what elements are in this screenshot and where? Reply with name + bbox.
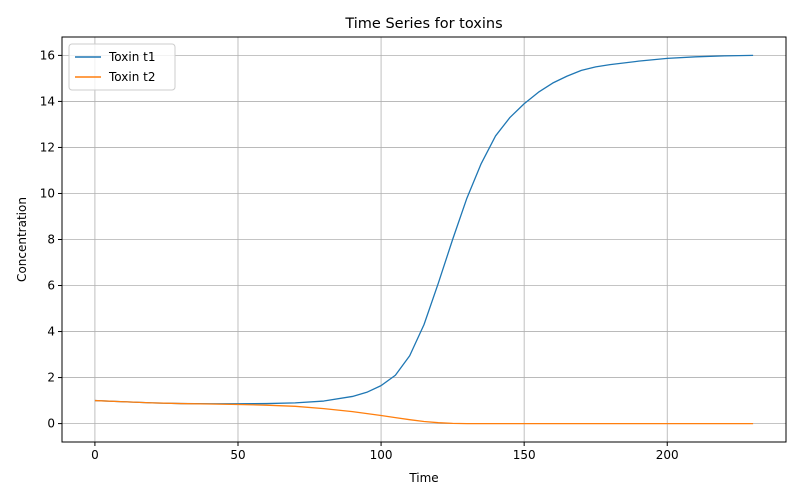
y-tick-label: 6 bbox=[47, 279, 55, 293]
y-tick-label: 0 bbox=[47, 417, 55, 431]
x-tick-label: 0 bbox=[91, 448, 99, 462]
series-line-toxin-t2 bbox=[94, 399, 754, 425]
chart-title: Time Series for toxins bbox=[344, 16, 502, 32]
y-tick-label: 2 bbox=[47, 371, 55, 385]
y-tick-label: 4 bbox=[47, 325, 55, 339]
x-tick-label: 150 bbox=[513, 448, 536, 462]
x-tick-label: 200 bbox=[656, 448, 679, 462]
y-tick-label: 12 bbox=[40, 140, 55, 154]
series-group bbox=[94, 54, 754, 425]
y-tick-label: 14 bbox=[40, 94, 55, 108]
x-tick-label: 100 bbox=[370, 448, 393, 462]
legend-label-toxin-t1: Toxin t1 bbox=[108, 50, 155, 64]
legend-box bbox=[68, 43, 176, 91]
grid bbox=[62, 37, 786, 442]
y-tick-label: 10 bbox=[40, 186, 55, 200]
y-axis-title: Concentration bbox=[15, 197, 29, 282]
x-axis-title: Time bbox=[408, 471, 438, 485]
legend-label-toxin-t2: Toxin t2 bbox=[108, 70, 155, 84]
x-tick-label: 50 bbox=[230, 448, 245, 462]
axis-ticks: 0 50 100 150 200 0 2 4 6 8 10 12 14 16 bbox=[40, 48, 679, 462]
series-line-toxin-t1 bbox=[94, 54, 754, 405]
y-tick-label: 8 bbox=[47, 233, 55, 247]
legend: Toxin t1 Toxin t2 bbox=[68, 43, 176, 91]
y-tick-label: 16 bbox=[40, 48, 55, 62]
